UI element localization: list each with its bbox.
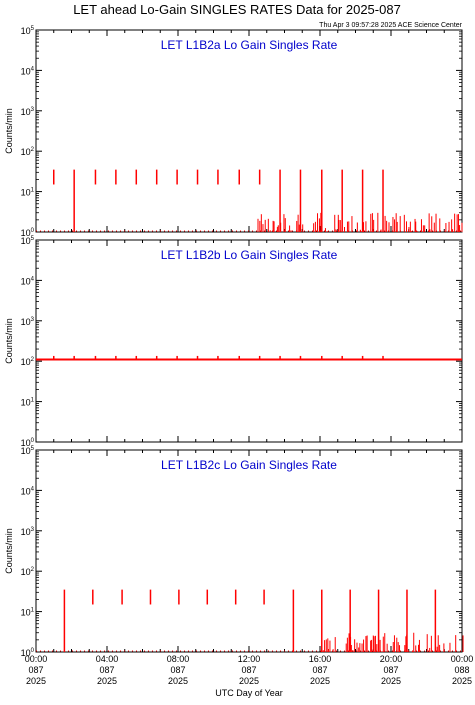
panels: 100 101 102 103 104 105 Counts/min LET L1B2a Lo… [4, 26, 473, 686]
page-title: LET ahead Lo-Gain SINGLES RATES Data for… [73, 2, 401, 17]
panel-3: 100 101 102 103 104 105 Counts/min LET L1B2c Lo… [4, 446, 473, 686]
y-tick-label: 102 [21, 147, 35, 157]
x-tick-time: 00:00 [25, 654, 48, 664]
x-tick-doy: 087 [241, 665, 256, 675]
y-tick-label: 100 [21, 648, 35, 658]
x-tick-doy: 088 [454, 665, 469, 675]
y-tick-label: 104 [21, 66, 35, 76]
panel-frame [35, 449, 463, 653]
x-tick-year: 2025 [310, 676, 330, 686]
y-tick-label: 101 [21, 188, 35, 198]
y-tick-label: 100 [21, 228, 35, 238]
panel-title: LET L1B2c Lo Gain Singles Rate [161, 458, 337, 472]
series [36, 169, 463, 232]
y-axis-label: Counts/min [4, 318, 14, 364]
y-tick-label: 102 [21, 567, 35, 577]
x-tick-year: 2025 [239, 676, 259, 686]
y-tick-label: 104 [21, 486, 35, 496]
y-tick-label: 103 [21, 527, 35, 537]
x-tick-year: 2025 [452, 676, 472, 686]
x-tick-doy: 087 [383, 665, 398, 675]
x-tick-doy: 087 [312, 665, 327, 675]
x-tick-doy: 087 [170, 665, 185, 675]
x-tick-year: 2025 [168, 676, 188, 686]
y-tick-label: 104 [21, 276, 35, 286]
panel-1: 100 101 102 103 104 105 Counts/min LET L1B2a Lo… [4, 26, 463, 238]
y-axis-label: Counts/min [4, 528, 14, 574]
y-tick-label: 105 [21, 26, 35, 36]
y-tick-label: 102 [21, 357, 35, 367]
x-tick-time: 00:00 [451, 654, 474, 664]
x-tick-year: 2025 [26, 676, 46, 686]
y-tick-label: 105 [21, 236, 35, 246]
panel-frame [35, 29, 463, 233]
y-tick-label: 103 [21, 107, 35, 117]
panel-title: LET L1B2a Lo Gain Singles Rate [161, 38, 338, 52]
series [36, 355, 462, 361]
y-tick-label: 101 [21, 398, 35, 408]
y-tick-label: 101 [21, 608, 35, 618]
panel-frame [35, 239, 463, 443]
timestamp: Thu Apr 3 09:57:28 2025 ACE Science Cent… [319, 22, 462, 29]
y-tick-label: 100 [21, 438, 35, 448]
y-axis-label: Counts/min [4, 108, 14, 154]
y-tick-label: 105 [21, 446, 35, 456]
panel-2: 100 101 102 103 104 105 Counts/min LET L1B2b Lo… [4, 236, 463, 448]
x-tick-doy: 087 [99, 665, 114, 675]
panel-title: LET L1B2b Lo Gain Singles Rate [161, 248, 338, 262]
x-tick-time: 12:00 [238, 654, 261, 664]
x-tick-time: 16:00 [309, 654, 332, 664]
x-tick-time: 08:00 [167, 654, 190, 664]
x-tick-time: 04:00 [96, 654, 119, 664]
x-tick-time: 20:00 [380, 654, 403, 664]
x-tick-year: 2025 [381, 676, 401, 686]
x-axis-label: UTC Day of Year [215, 688, 283, 698]
x-tick-year: 2025 [97, 676, 117, 686]
series [36, 589, 464, 652]
y-tick-label: 103 [21, 317, 35, 327]
x-tick-doy: 087 [28, 665, 43, 675]
